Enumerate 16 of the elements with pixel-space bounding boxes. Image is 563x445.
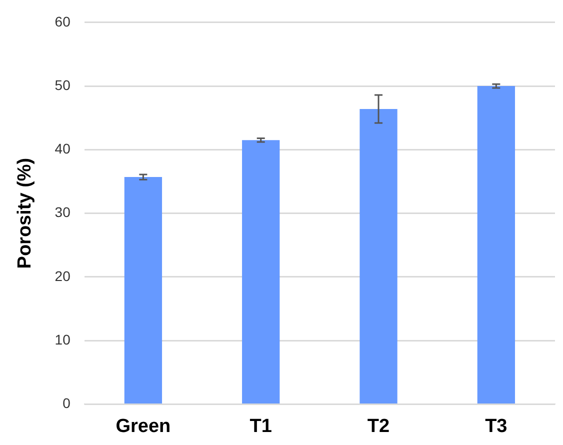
y-tick-label: 50 (54, 76, 71, 93)
x-tick-label: T1 (250, 416, 272, 437)
y-tick-label: 20 (54, 268, 71, 284)
x-tick-label: T3 (485, 416, 508, 437)
bar (477, 86, 515, 404)
x-tick-label: T2 (367, 416, 390, 437)
y-tick-label: 10 (54, 331, 71, 348)
bar (360, 108, 398, 404)
y-tick-label: 60 (54, 13, 71, 30)
x-tick-label: Green (116, 416, 171, 437)
bar (242, 140, 280, 404)
y-axis-title: Porosity (%) (14, 158, 36, 269)
bar (124, 177, 162, 404)
y-tick-label: 30 (54, 204, 71, 220)
y-tick-label: 0 (62, 395, 71, 412)
y-tick-label: 40 (54, 140, 71, 157)
